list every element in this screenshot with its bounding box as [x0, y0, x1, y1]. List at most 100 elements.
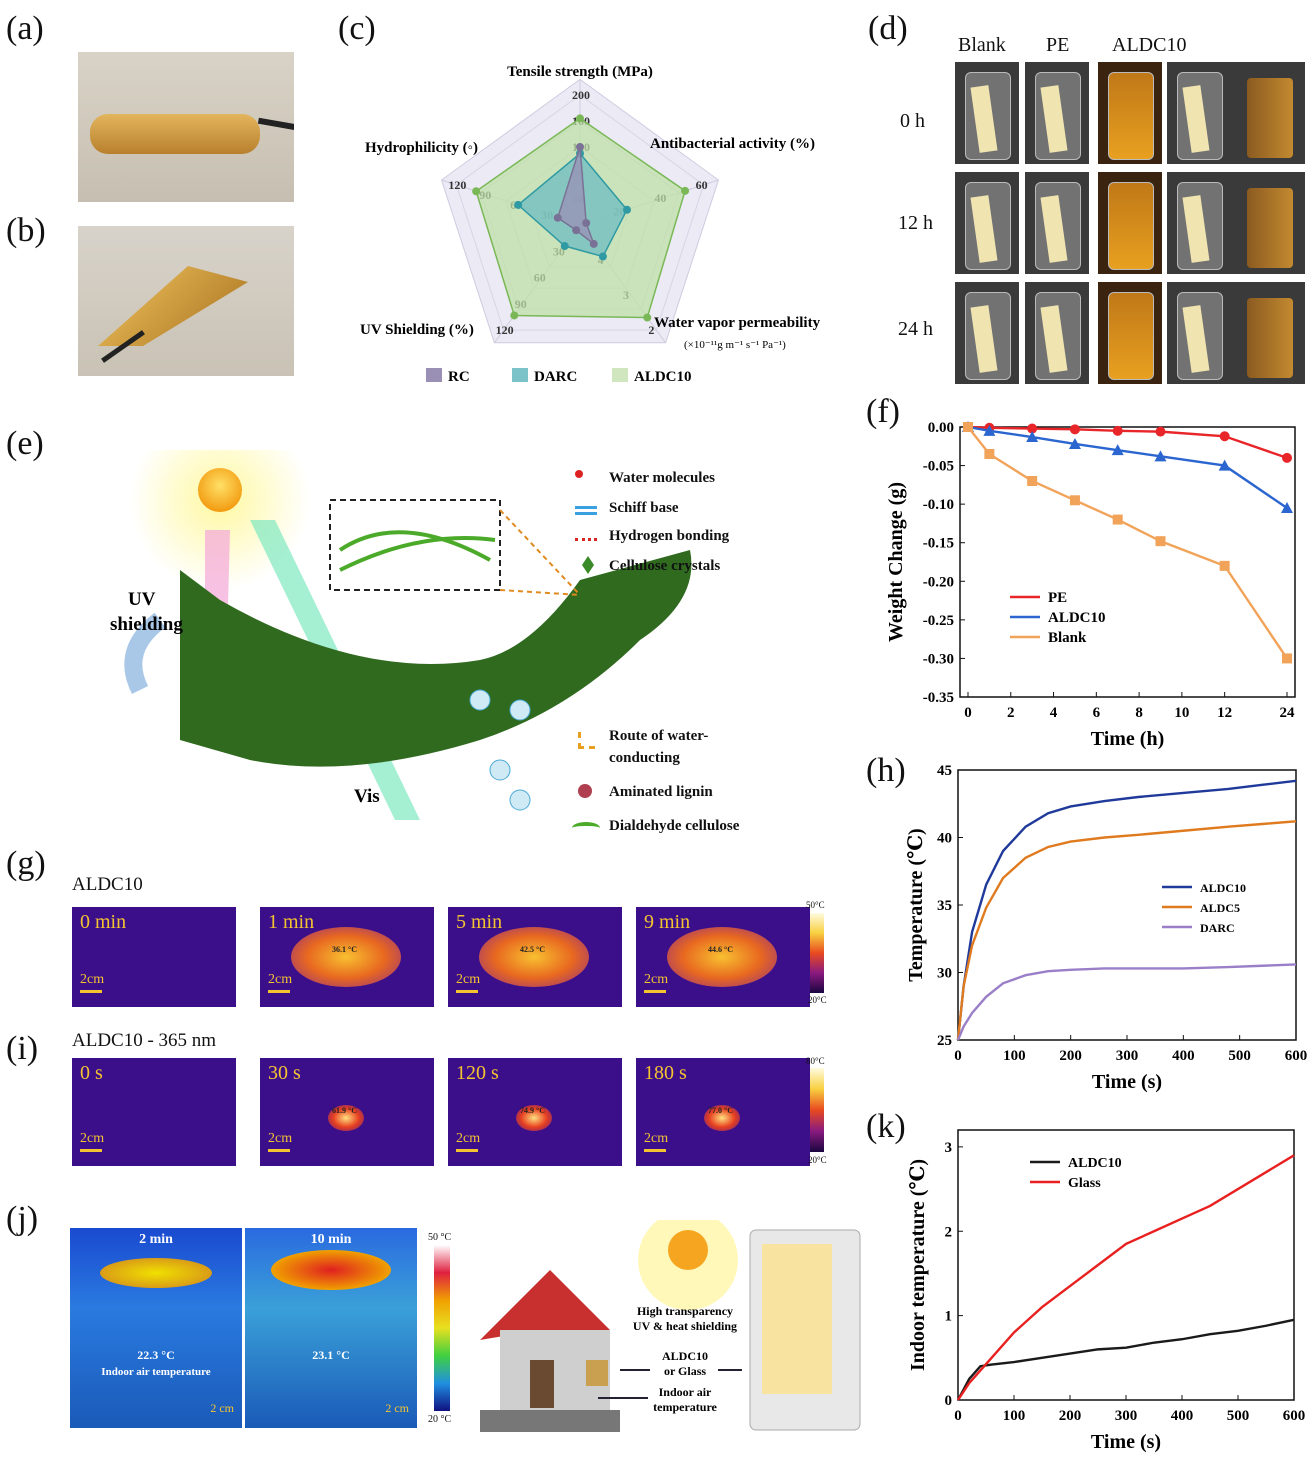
- g-time-label: 9 min: [644, 911, 691, 933]
- radar-axis-tensile: Tensile strength (MPa): [507, 64, 653, 80]
- radar-grid-ring-4: [455, 94, 705, 331]
- x-tick-label: 300: [1116, 1048, 1139, 1064]
- g-ir-image-0: 0 min 2cm: [72, 907, 236, 1007]
- x-tick-label: 400: [1171, 1408, 1194, 1424]
- radar-point-aldc10: [472, 187, 481, 196]
- radar-point-rc: [582, 218, 591, 227]
- g-temp-label: 44.6 °C: [708, 945, 733, 954]
- i-scale-bar: 2cm: [644, 1131, 668, 1152]
- x-tick-label: 500: [1227, 1408, 1250, 1424]
- i-ir-image-0: 0 s 2cm: [72, 1058, 236, 1166]
- dialdehyde-cellulose-icon: [572, 822, 600, 834]
- legend-crystals: Cellulose crystals: [609, 558, 721, 574]
- y-tick-label: 0: [945, 1393, 953, 1409]
- series-line-aldc5: [956, 820, 1297, 1041]
- y-tick-label: 30: [937, 966, 952, 982]
- x-tick-label: 600: [1285, 1048, 1308, 1064]
- j-scale-2: 2 cm: [385, 1401, 409, 1415]
- radar-point-aldc10: [681, 186, 690, 195]
- i-time-label: 120 s: [456, 1062, 499, 1084]
- legend-entry-darc: DARC: [1200, 921, 1235, 935]
- g-colorbar: [810, 913, 824, 993]
- radar-tick: 200: [572, 88, 590, 102]
- d-row-24h: 24 h: [898, 318, 933, 340]
- i-time-label: 0 s: [80, 1062, 103, 1084]
- i-time-label: 30 s: [268, 1062, 301, 1084]
- plot-frame: [957, 769, 1297, 1041]
- j-note: Indoor air temperature: [101, 1366, 211, 1378]
- water-molecule-icon: [575, 470, 583, 478]
- point-pe: [1282, 452, 1292, 463]
- legend-swatch-aldc10: [612, 368, 628, 382]
- film-folded-photo: [78, 226, 294, 376]
- legend-entry-aldc10: ALDC10: [1200, 881, 1246, 895]
- d-col-aldc10: ALDC10: [1112, 34, 1187, 56]
- i-ir-image-3: 77.0 °C 180 s 2cm: [636, 1058, 810, 1166]
- x-tick-label: 2: [1007, 705, 1015, 721]
- point-blank: [1219, 560, 1230, 571]
- legend-swatch-rc: [426, 368, 442, 382]
- radar-tick: 2: [648, 323, 654, 337]
- y-tick-label: -0.25: [923, 613, 954, 629]
- legend-water: Water molecules: [609, 470, 715, 486]
- jar-photo: [1098, 62, 1162, 164]
- radar-point-rc: [589, 239, 598, 248]
- y-tick-label: 1: [945, 1309, 953, 1325]
- film-roll-photo: [78, 52, 294, 202]
- g-scale-bar: 2cm: [644, 972, 668, 993]
- j-bar-top: 50 °C: [428, 1232, 452, 1243]
- legend-darc: DARC: [534, 369, 577, 385]
- x-tick-label: 0: [964, 705, 972, 721]
- vis-label: Vis: [354, 786, 380, 807]
- jar-photo: [1098, 172, 1162, 274]
- g-title: ALDC10: [72, 874, 143, 895]
- panel-label-e: (e): [6, 425, 44, 462]
- radar-point-aldc10: [510, 311, 519, 320]
- point-blank: [1069, 495, 1080, 506]
- j-time-10min: 10 min: [310, 1232, 352, 1247]
- point-pe: [1027, 423, 1038, 434]
- legend-dialdehyde: Dialdehyde cellulose: [609, 818, 740, 834]
- i-temp-label: 61.9 °C: [332, 1106, 357, 1115]
- house-text-3: ALDC10: [662, 1349, 708, 1363]
- legend-swatch-darc: [512, 368, 528, 382]
- j-colorbar: [434, 1245, 450, 1411]
- jar-photo: [1098, 282, 1162, 384]
- x-tick-label: 8: [1135, 705, 1143, 721]
- radar-axis-uv: UV Shielding (%): [360, 322, 474, 338]
- point-pe: [1069, 424, 1080, 435]
- panel-label-f: (f): [866, 393, 900, 430]
- y-axis-label: Temperature (℃): [905, 828, 927, 981]
- radar-tick: 120: [448, 178, 466, 192]
- point-aldc10: [1026, 431, 1039, 443]
- jar-photo: [1167, 62, 1305, 164]
- series-line-pe: [967, 425, 1288, 459]
- y-tick-label: 25: [937, 1033, 952, 1049]
- point-blank: [963, 422, 973, 432]
- d-col-pe: PE: [1046, 34, 1070, 56]
- g-temp-label: 36.1 °C: [332, 945, 357, 954]
- jar-photo: [955, 282, 1019, 384]
- x-tick-label: 600: [1283, 1408, 1306, 1424]
- house-text-2: UV & heat shielding: [633, 1319, 737, 1333]
- point-blank: [1112, 514, 1123, 525]
- chart-h: 0 100 200 300 400 500 600 25 30 35 40 45 Time (s) Tem…: [905, 763, 1308, 1093]
- point-aldc10: [1218, 459, 1231, 471]
- i-scale-bar: 2cm: [456, 1131, 480, 1152]
- point-pe: [1219, 431, 1230, 442]
- y-tick-label: -0.05: [923, 459, 954, 475]
- point-aldc10: [1281, 502, 1293, 513]
- y-tick-label: -0.10: [923, 497, 954, 513]
- radar-point-rc: [576, 143, 584, 151]
- y-tick-label: 2: [945, 1224, 953, 1240]
- i-bar-bottom: 20°C: [808, 1155, 827, 1165]
- d-row-0h: 0 h: [900, 110, 925, 132]
- g-bar-bottom: 20°C: [808, 995, 827, 1005]
- cellulose-crystal-icon: [582, 556, 594, 574]
- legend-schiff: Schiff base: [609, 500, 679, 516]
- d-row-12h: 12 h: [898, 212, 933, 234]
- x-tick-label: 100: [1003, 1408, 1026, 1424]
- y-tick-label: -0.35: [923, 690, 954, 706]
- legend-aldc10: ALDC10: [634, 369, 692, 385]
- i-scale-bar: 2cm: [268, 1131, 292, 1152]
